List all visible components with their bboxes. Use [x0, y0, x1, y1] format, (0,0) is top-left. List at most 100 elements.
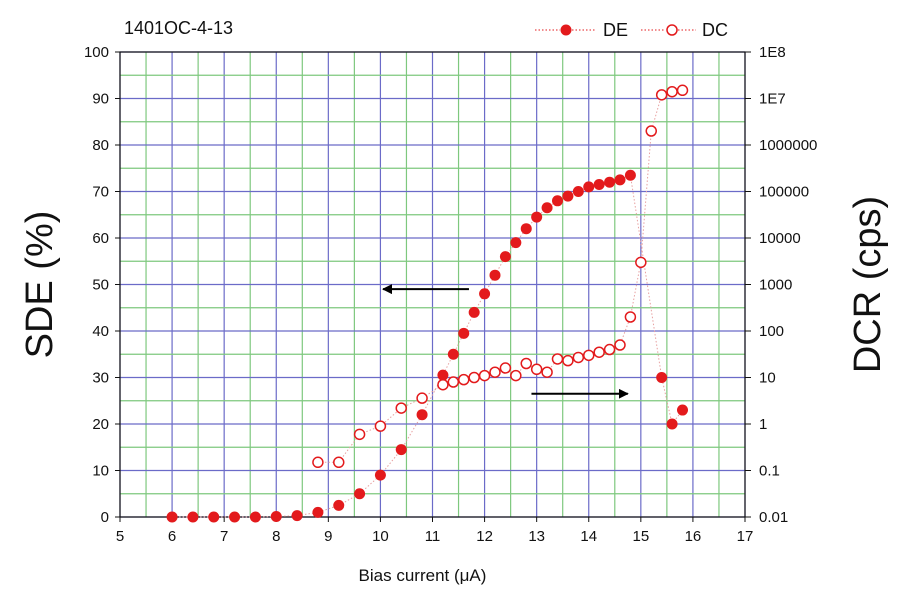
point-de: [447, 348, 459, 360]
y-right-tick-label: 1: [759, 416, 767, 433]
point-de: [510, 237, 522, 249]
point-dc: [437, 378, 449, 391]
point-de: [666, 418, 678, 430]
chart-title: 1401OC-4-13: [124, 18, 233, 38]
point-dc: [447, 376, 460, 388]
point-de: [479, 288, 491, 300]
point-dc: [416, 392, 428, 404]
point-de: [395, 444, 407, 456]
point-de: [593, 179, 605, 191]
point-dc: [520, 357, 532, 370]
point-de: [552, 195, 563, 207]
point-dc: [635, 256, 647, 269]
point-de: [166, 511, 178, 523]
y-right-tick-label: 1E8: [759, 44, 786, 61]
point-dc: [614, 339, 626, 351]
x-tick-label: 7: [220, 528, 228, 545]
point-dc: [478, 369, 491, 382]
point-de: [249, 511, 261, 523]
x-tick-label: 6: [168, 528, 176, 545]
point-de: [437, 369, 449, 381]
y-left-tick-label: 70: [92, 184, 109, 201]
y-left-tick-label: 60: [92, 230, 109, 247]
point-dc: [541, 366, 553, 378]
point-de: [312, 506, 324, 518]
y-right-tick-label: 1000: [759, 277, 792, 294]
point-dc: [489, 366, 501, 378]
annotation-arrows: [382, 284, 629, 399]
point-dc: [374, 420, 387, 432]
y-right-tick-label: 0.01: [759, 509, 788, 526]
point-dc: [468, 371, 480, 384]
point-dc: [510, 369, 522, 382]
y-left-tick-label: 90: [92, 91, 109, 108]
x-tick-label: 8: [272, 528, 280, 545]
point-dc: [603, 343, 616, 356]
point-dc: [312, 456, 324, 469]
point-dc: [583, 349, 595, 362]
x-axis-label: Bias current (μA): [359, 566, 487, 585]
point-dc: [499, 362, 512, 374]
y-right-tick-label: 100000: [759, 184, 809, 201]
series-line-dc: [317, 89, 683, 463]
point-dc: [593, 346, 605, 358]
y-right-tick-label: 10000: [759, 230, 801, 247]
x-tick-label: 12: [476, 528, 493, 545]
point-dc: [655, 89, 668, 101]
y-right-axis-label: DCR (cps): [847, 196, 889, 373]
point-de: [333, 499, 345, 511]
point-de: [604, 176, 616, 188]
y-left-tick-label: 20: [92, 416, 109, 433]
point-de: [187, 511, 199, 523]
y-left-tick-label: 0: [101, 509, 109, 526]
point-dc: [624, 311, 637, 323]
y-left-tick-label: 100: [84, 44, 109, 61]
point-dc: [551, 353, 564, 365]
x-tick-label: 5: [116, 528, 124, 545]
x-tick-label: 17: [737, 528, 754, 545]
point-de: [354, 488, 366, 500]
point-dc: [458, 373, 470, 386]
legend-dc-label: DC: [702, 20, 728, 40]
y-left-tick-label: 80: [92, 137, 109, 154]
point-dc: [572, 351, 585, 364]
point-de: [374, 469, 386, 481]
legend-de-label: DE: [603, 20, 628, 40]
point-de: [291, 510, 303, 522]
x-tick-label: 9: [324, 528, 332, 545]
point-dc: [676, 84, 689, 97]
point-de: [499, 251, 511, 263]
point-de: [677, 404, 688, 416]
point-dc: [333, 456, 345, 469]
point-de: [541, 202, 553, 214]
point-de: [572, 186, 584, 197]
x-tick-label: 13: [528, 528, 545, 545]
point-dc: [530, 363, 543, 376]
point-de: [270, 511, 282, 523]
legend-de-marker: [560, 24, 572, 36]
point-dc: [395, 402, 407, 414]
points: [166, 84, 689, 523]
grid: [119, 51, 746, 518]
y-left-tick-label: 50: [92, 277, 109, 294]
legend-dc-marker: [666, 24, 678, 36]
point-de: [416, 409, 428, 421]
point-dc: [645, 125, 657, 137]
ticks: 5 6 7 8 9 10 11 12 13 14 15 16 17 0 10 20 30 40 50 60 70 80 90…: [84, 44, 817, 545]
point-de: [208, 511, 220, 523]
x-tick-label: 10: [372, 528, 389, 545]
x-tick-label: 11: [425, 528, 441, 545]
point-de: [614, 174, 626, 186]
point-dc: [562, 354, 574, 367]
point-de: [531, 211, 543, 223]
legend: DE DC: [535, 20, 728, 40]
point-dc: [353, 428, 366, 441]
point-de: [489, 269, 501, 281]
y-right-tick-label: 1000000: [759, 137, 817, 154]
point-de: [468, 306, 480, 318]
y-left-tick-label: 30: [92, 370, 109, 387]
y-right-tick-label: 100: [759, 323, 784, 340]
y-left-tick-label: 40: [92, 323, 109, 340]
point-de: [656, 372, 668, 383]
